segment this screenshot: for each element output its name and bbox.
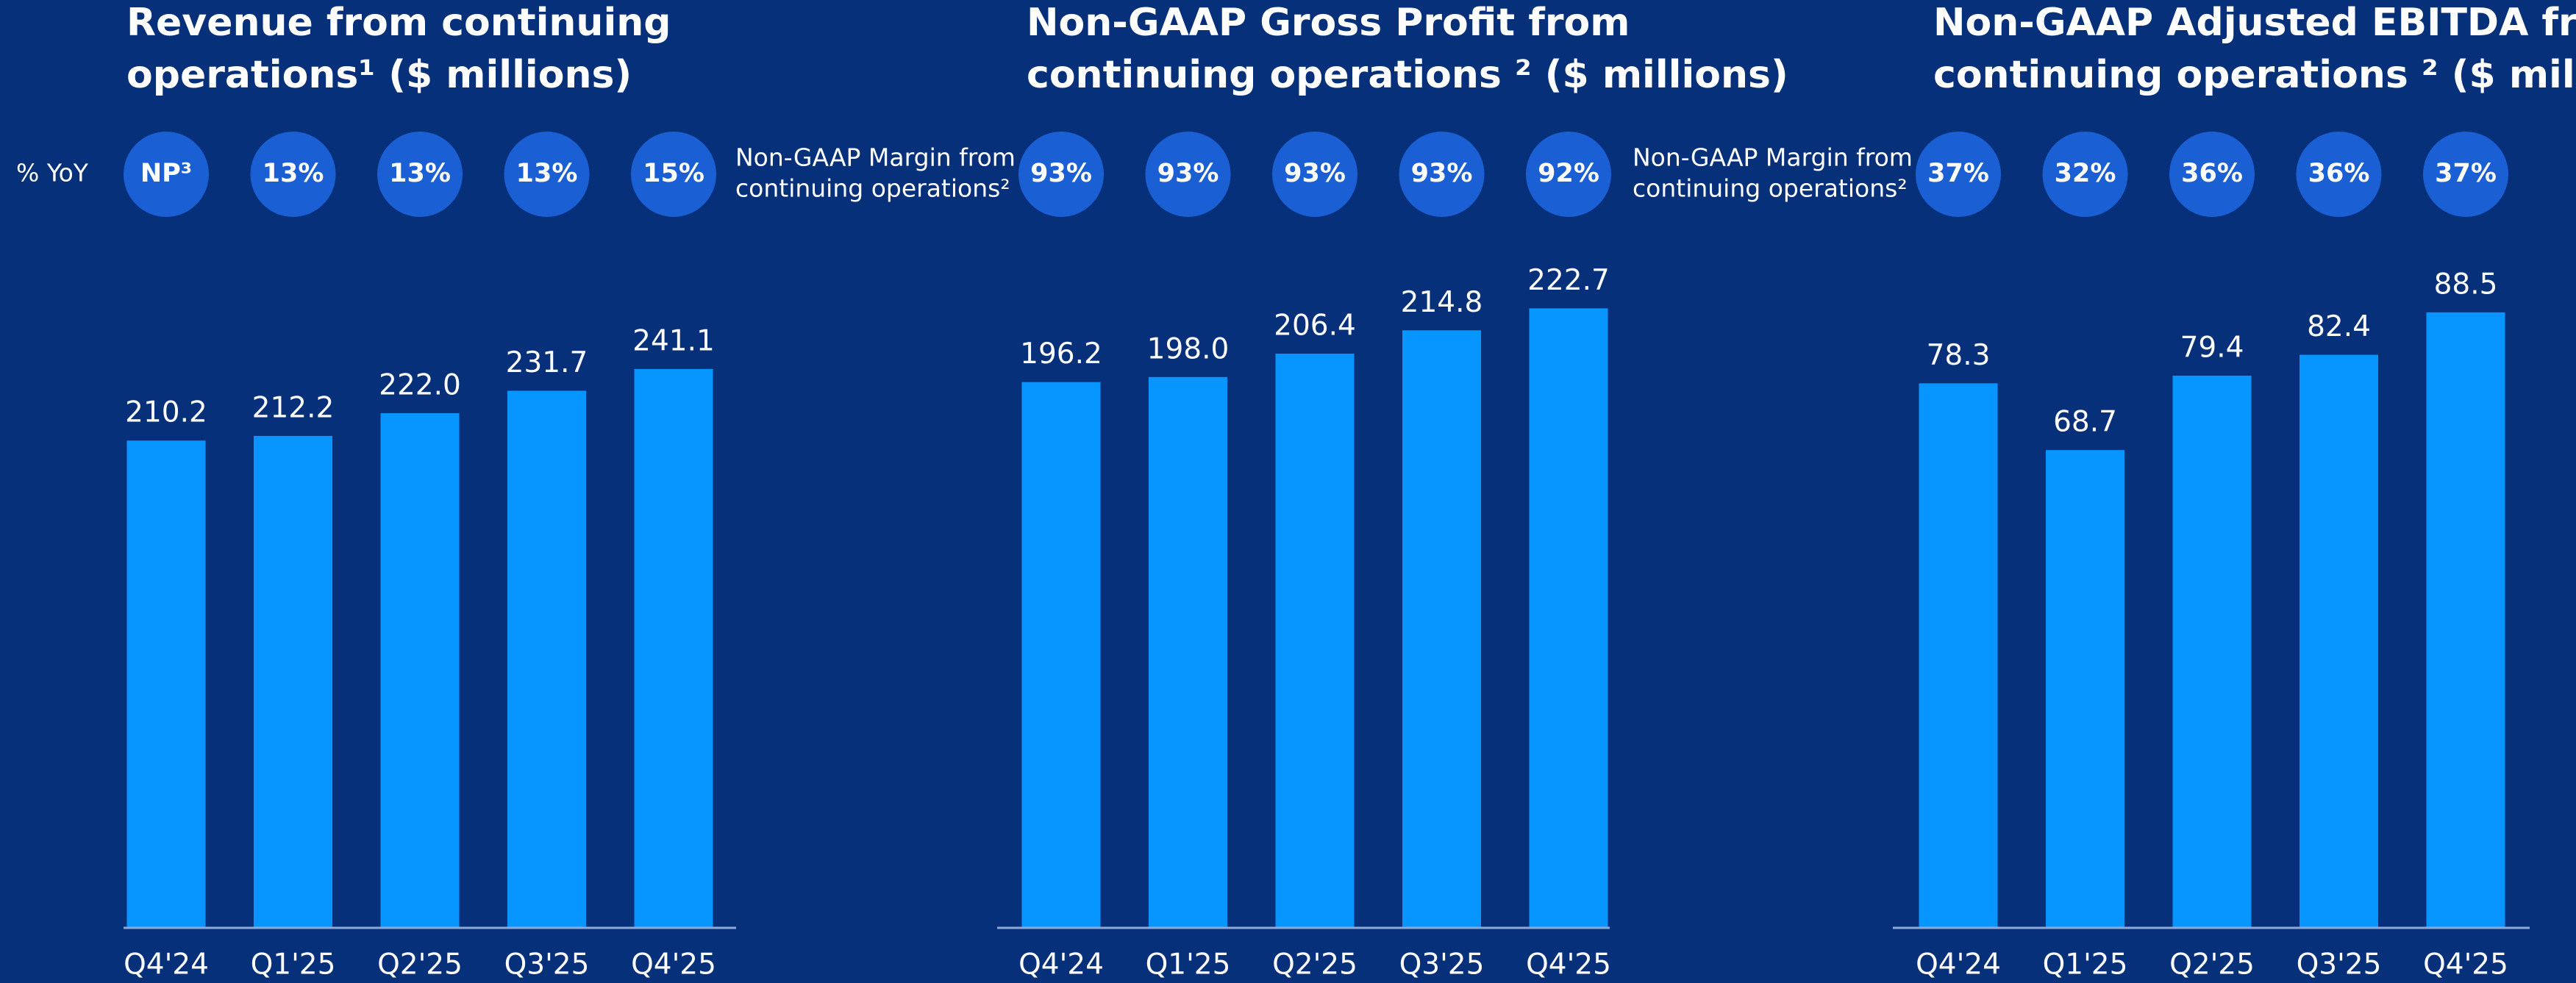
badge-text: 36% [2181, 159, 2243, 188]
badge-text: 32% [2055, 159, 2116, 188]
x-tick-label: Q1'25 [251, 948, 336, 982]
data-label: 82.4 [2307, 310, 2371, 343]
badge-row-label: Non-GAAP Margin from [1633, 143, 1913, 172]
badge-text: 36% [2308, 159, 2370, 188]
badge-row-label: continuing operations² [735, 174, 1010, 203]
data-label: 212.2 [252, 391, 335, 424]
data-label: 196.2 [1020, 337, 1102, 371]
chart-title: Non-GAAP Gross Profit from [1027, 1, 1630, 45]
badge-text: 13% [516, 159, 578, 188]
badge [250, 132, 336, 217]
bar [1275, 354, 1355, 928]
badge [1916, 132, 2001, 217]
badge [504, 132, 590, 217]
x-tick-label: Q4'24 [1018, 948, 1104, 982]
badge-text: 93% [1411, 159, 1473, 188]
data-label: 88.5 [2434, 268, 2498, 301]
badge [2169, 132, 2255, 217]
badge [377, 132, 463, 217]
badge [1145, 132, 1231, 217]
data-label: 241.1 [632, 324, 715, 357]
data-label: 214.8 [1401, 286, 1483, 319]
badge-text: 13% [389, 159, 451, 188]
bar [1021, 382, 1101, 928]
badge [124, 132, 209, 217]
bar [507, 390, 586, 928]
bar [2172, 375, 2252, 929]
x-tick-label: Q2'25 [1272, 948, 1357, 982]
x-tick-label: Q4'25 [631, 948, 716, 982]
chart-title: Non-GAAP Adjusted EBITDA from [1933, 1, 2576, 45]
data-label: 68.7 [2053, 406, 2117, 439]
bar [2426, 312, 2505, 928]
x-tick-label: Q4'24 [124, 948, 209, 982]
data-label: 210.2 [125, 396, 207, 429]
x-tick-label: Q1'25 [2043, 948, 2128, 982]
badge [1272, 132, 1357, 217]
badge-text: 15% [643, 159, 704, 188]
bar [2046, 450, 2124, 928]
badge-text: 92% [1538, 159, 1599, 188]
x-tick-label: Q3'25 [504, 948, 590, 982]
badge-text: 93% [1030, 159, 1092, 188]
data-label: 79.4 [2180, 331, 2244, 364]
badge [631, 132, 716, 217]
badge [1018, 132, 1104, 217]
chart-title: continuing operations ² ($ millions) [1933, 53, 2576, 97]
badge-row-label: continuing operations² [1633, 174, 1908, 203]
x-tick-label: Q2'25 [377, 948, 463, 982]
bar [2300, 354, 2378, 929]
data-label: 222.0 [379, 369, 461, 402]
badge-row-label: Non-GAAP Margin from [735, 143, 1016, 172]
chart-title: operations¹ ($ millions) [126, 53, 632, 97]
data-label: 78.3 [1927, 339, 1991, 372]
badge-text: 37% [1927, 159, 1989, 188]
data-label: 198.0 [1147, 332, 1230, 365]
badge [1399, 132, 1485, 217]
x-tick-label: Q4'25 [1526, 948, 1611, 982]
badge [1526, 132, 1611, 217]
chart-title: Revenue from continuing [126, 1, 671, 45]
badge [2423, 132, 2508, 217]
badge-text: 93% [1157, 159, 1219, 188]
badge-text: NP³ [140, 159, 192, 188]
data-label: 206.4 [1274, 310, 1356, 343]
badge-text: 13% [263, 159, 324, 188]
bar [1919, 383, 1998, 928]
data-label: 222.7 [1527, 264, 1610, 297]
badge-text: 37% [2435, 159, 2497, 188]
bar [1402, 330, 1481, 928]
x-tick-label: Q2'25 [2169, 948, 2255, 982]
x-tick-label: Q3'25 [2297, 948, 2382, 982]
bar [380, 413, 460, 928]
x-tick-label: Q1'25 [1146, 948, 1231, 982]
bar [1149, 376, 1227, 928]
badge-row-label: % YoY [16, 159, 89, 187]
bar [254, 435, 332, 928]
badge-text: 93% [1284, 159, 1346, 188]
badge [2042, 132, 2128, 217]
bar [1529, 308, 1608, 928]
x-tick-label: Q4'25 [2423, 948, 2508, 982]
bar [634, 368, 713, 928]
data-label: 231.7 [506, 346, 588, 379]
x-tick-label: Q3'25 [1399, 948, 1485, 982]
x-tick-label: Q4'24 [1916, 948, 2001, 982]
bar [126, 440, 206, 928]
chart-title: continuing operations ² ($ millions) [1027, 53, 1788, 97]
badge [2296, 132, 2382, 217]
